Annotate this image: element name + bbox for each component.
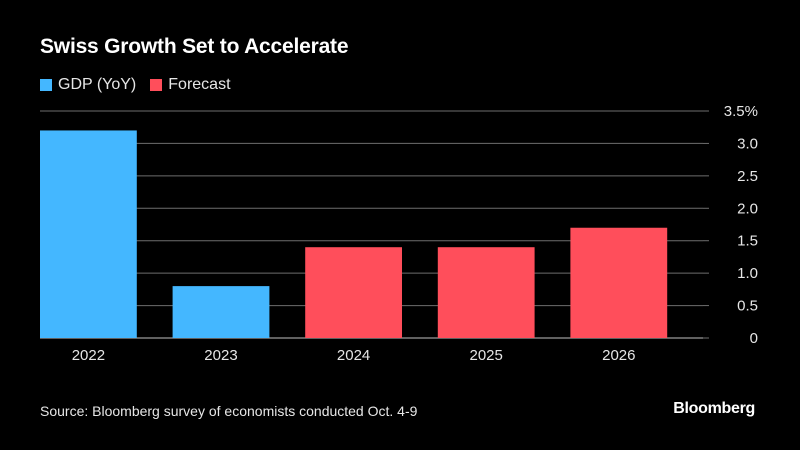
bar-2025: [437, 247, 535, 338]
source-note: Source: Bloomberg survey of economists c…: [40, 403, 418, 419]
legend-item-gdp: GDP (YoY): [40, 76, 136, 94]
y-tick-label: 0.5: [737, 298, 758, 315]
legend: GDP (YoY) Forecast: [40, 76, 245, 94]
legend-label-gdp: GDP (YoY): [58, 76, 137, 93]
legend-item-forecast: Forecast: [150, 76, 231, 94]
x-tick-label: 2022: [72, 347, 105, 364]
y-tick-label: 3.0: [737, 135, 758, 152]
bar-2022: [40, 130, 137, 338]
bloomberg-logo: Bloomberg: [673, 400, 755, 417]
bar-2024: [305, 247, 402, 338]
bar-2026: [570, 227, 668, 338]
y-tick-label: 1.5: [737, 233, 758, 250]
y-tick-label: 0: [750, 330, 758, 347]
bar-2023: [172, 286, 270, 338]
x-tick-label: 2025: [470, 347, 503, 364]
x-tick-label: 2023: [204, 347, 237, 364]
y-tick-label: 2.0: [737, 200, 758, 217]
y-tick-label: 2.5: [737, 168, 758, 185]
legend-swatch-gdp: [40, 79, 52, 91]
y-tick-label: 3.5%: [724, 103, 758, 120]
chart-title: Swiss Growth Set to Accelerate: [40, 35, 349, 58]
x-tick-label: 2026: [602, 347, 635, 364]
x-tick-label: 2024: [337, 347, 370, 364]
y-tick-label: 1.0: [737, 265, 758, 282]
legend-label-forecast: Forecast: [168, 76, 231, 93]
legend-swatch-forecast: [150, 79, 163, 91]
